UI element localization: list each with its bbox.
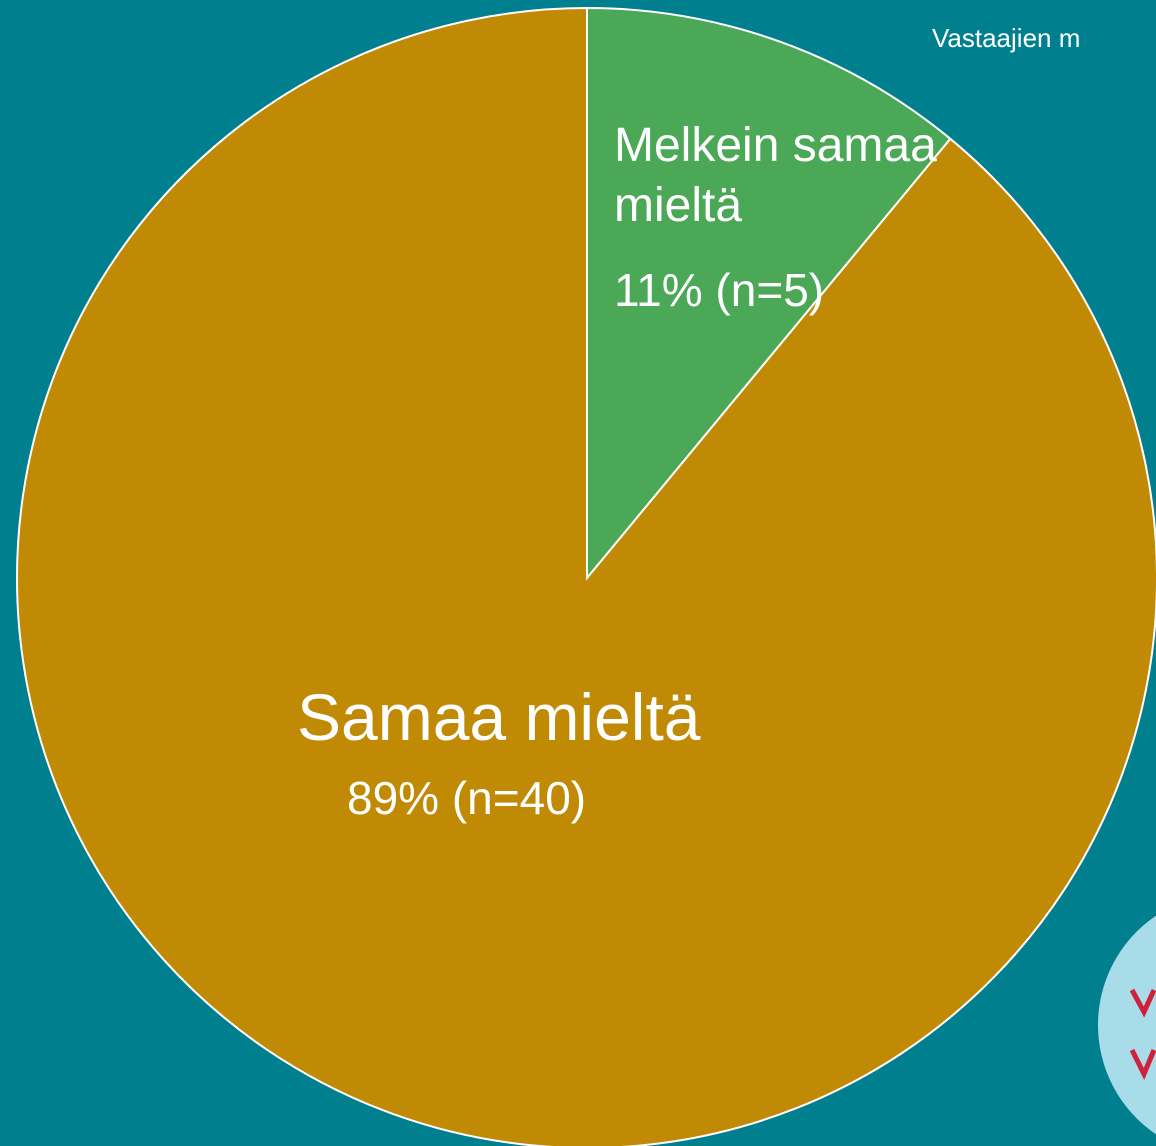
pie-slice: [17, 8, 1156, 1146]
slice-label: Samaa mieltä: [297, 676, 701, 759]
page: Vastaajien m (() => { const data = JSON.…: [0, 0, 1156, 1146]
value-label: 89% (n=40): [347, 770, 586, 828]
value-label: 11% (n=5): [614, 262, 824, 320]
chart: [0, 0, 1156, 1146]
slice-label: Melkein samaa mieltä: [614, 116, 979, 236]
note: Vastaajien m: [932, 22, 1080, 55]
decor-badge: [1098, 893, 1156, 1146]
